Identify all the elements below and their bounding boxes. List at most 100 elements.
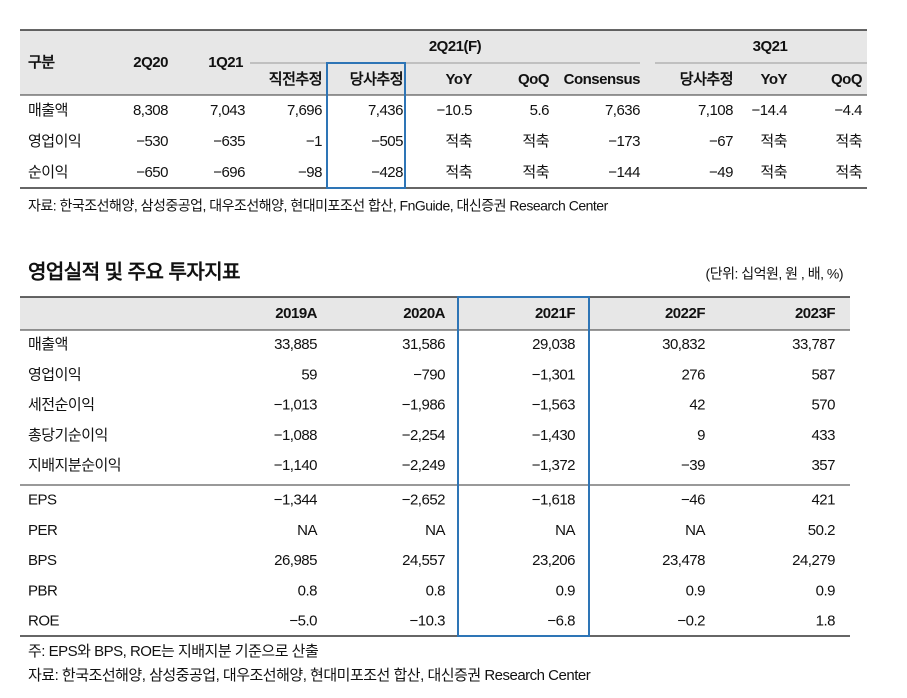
cell: 1.8: [816, 613, 836, 630]
header-cell: 2023F: [795, 305, 835, 322]
cell: 276: [681, 366, 705, 383]
source: 자료: 한국조선해양, 삼성중공업, 대우조선해양, 현대미포조선 합산, 대신…: [28, 667, 591, 684]
header-cell: 직전추정: [269, 70, 322, 88]
header-cell: 2Q21(F): [429, 38, 482, 55]
cell: −10.3: [410, 613, 446, 630]
row-label: BPS: [28, 552, 57, 569]
highlight-box: [326, 62, 406, 189]
cell: 29,038: [532, 336, 575, 353]
row-label: EPS: [28, 491, 57, 508]
header-cell: 2021F: [535, 305, 575, 322]
cell: −2,652: [402, 491, 445, 508]
cell: −46: [681, 491, 705, 508]
cell: 59: [301, 366, 317, 383]
cell: 421: [811, 491, 835, 508]
footnote: 주: EPS와 BPS, ROE는 지배지분 기준으로 산출: [28, 643, 318, 660]
cell: 적축: [760, 133, 787, 150]
cell: −98: [298, 164, 322, 181]
cell: −6.8: [547, 613, 575, 630]
title: 영업실적 및 주요 투자지표: [28, 260, 240, 283]
header-cell: 구분: [28, 54, 55, 71]
row-label: 영업이익: [28, 133, 81, 150]
cell: −1,344: [274, 491, 317, 508]
cell: 0.9: [556, 582, 576, 599]
row-label: 총당기순이익: [28, 427, 108, 444]
cell: −67: [709, 133, 733, 150]
cell: 7,636: [605, 102, 640, 119]
cell: −14.4: [752, 102, 788, 119]
cell: −1,618: [532, 491, 575, 508]
cell: −1,430: [532, 427, 575, 444]
cell: 30,832: [662, 336, 705, 353]
cell: 적축: [835, 164, 862, 181]
cell: 적축: [522, 133, 549, 150]
header-cell: Consensus: [564, 71, 641, 88]
row-label: 매출액: [28, 336, 68, 353]
cell: 적축: [445, 133, 472, 150]
cell: −696: [213, 164, 245, 181]
header-cell: YoY: [760, 71, 787, 88]
header-cell: 2019A: [275, 305, 317, 322]
cell: −1: [306, 133, 322, 150]
header-cell: 2020A: [403, 305, 445, 322]
cell: 42: [689, 397, 705, 414]
highlight-box: [457, 296, 590, 637]
cell: 7,108: [698, 102, 733, 119]
cell: 50.2: [808, 522, 835, 539]
header-cell: 2Q20: [133, 54, 168, 71]
cell: 0.9: [816, 582, 836, 599]
cell: −173: [608, 133, 640, 150]
cell: 357: [811, 457, 835, 474]
cell: 적축: [760, 164, 787, 181]
source: 자료: 한국조선해양, 삼성중공업, 대우조선해양, 현대미포조선 합산, Fn…: [28, 198, 609, 214]
cell: −5.0: [289, 613, 317, 630]
cell: 0.8: [426, 582, 446, 599]
cell: NA: [685, 522, 705, 539]
header-cell: QoQ: [518, 71, 550, 88]
cell: 적축: [835, 133, 862, 150]
cell: −10.5: [437, 102, 473, 119]
row-label: PER: [28, 522, 58, 539]
cell: −650: [136, 164, 168, 181]
row-label: 영업이익: [28, 366, 81, 383]
cell: −1,013: [274, 397, 317, 414]
cell: 26,985: [274, 552, 317, 569]
header-cell: 2022F: [665, 305, 705, 322]
cell: 24,557: [402, 552, 445, 569]
cell: −0.2: [677, 613, 705, 630]
cell: −1,140: [274, 457, 317, 474]
cell: −428: [371, 164, 403, 181]
unit: (단위: 십억원, 원 , 배, %): [706, 266, 843, 282]
header-cell: 1Q21: [208, 54, 243, 71]
cell: 587: [811, 366, 835, 383]
header-cell: QoQ: [831, 71, 863, 88]
cell: NA: [555, 522, 575, 539]
cell: 8,308: [133, 102, 168, 119]
cell: −1,986: [402, 397, 445, 414]
cell: −505: [371, 133, 403, 150]
row-label: 순이익: [28, 164, 68, 181]
cell: 23,206: [532, 552, 575, 569]
header-cell: YoY: [445, 71, 472, 88]
header-cell: 3Q21: [753, 38, 788, 55]
cell: −144: [608, 164, 640, 181]
row-label: PBR: [28, 582, 58, 599]
cell: 5.6: [530, 102, 550, 119]
cell: 0.8: [298, 582, 318, 599]
header-cell: 당사추정: [350, 70, 403, 88]
cell: −2,249: [402, 457, 445, 474]
cell: 23,478: [662, 552, 705, 569]
cell: 적축: [445, 164, 472, 181]
cell: −790: [413, 366, 445, 383]
row-label: ROE: [28, 613, 60, 630]
row-label: 지배지분순이익: [28, 457, 121, 474]
cell: 적축: [522, 164, 549, 181]
cell: 33,787: [792, 336, 835, 353]
cell: −1,372: [532, 457, 575, 474]
cell: 7,436: [368, 102, 403, 119]
cell: 433: [811, 427, 835, 444]
cell: NA: [425, 522, 445, 539]
cell: −1,563: [532, 397, 575, 414]
cell: 0.9: [686, 582, 706, 599]
